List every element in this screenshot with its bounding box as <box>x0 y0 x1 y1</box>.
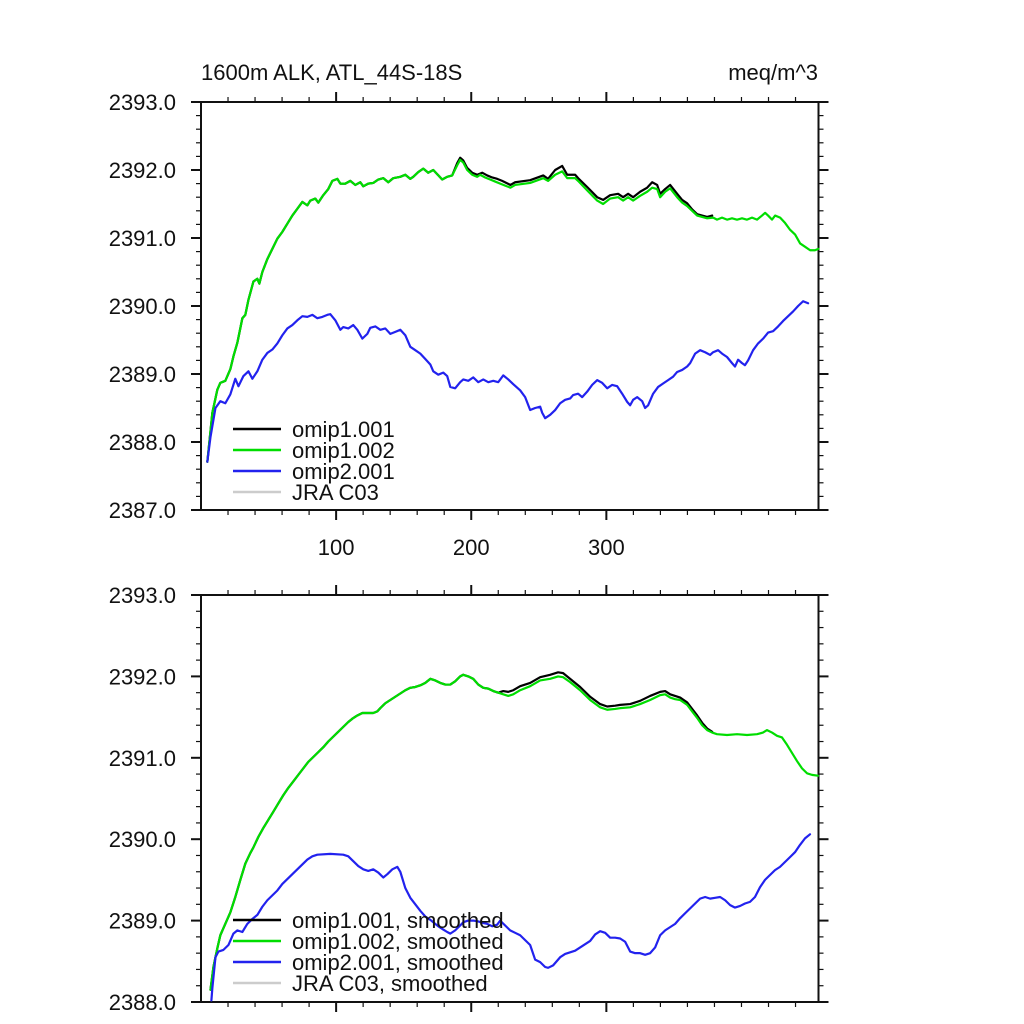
y-tick-label: 2392.0 <box>109 158 176 183</box>
y-tick-labels: 2388.0 2389.0 2390.0 2391.0 2392.0 2393.0 <box>109 583 176 1015</box>
plot-frame <box>200 594 820 1003</box>
legend-label: omip1.002, smoothed <box>292 929 504 954</box>
panel-smoothed: 2388.02389.02390.02391.02392.02393.01002… <box>109 583 829 1015</box>
panel-raw: 2387.0 2388.0 2389.0 2390.0 2391.0 2392.0 2393… <box>109 90 829 560</box>
y-tick-label: 2390.0 <box>109 827 176 852</box>
legend-label: JRA C03, smoothed <box>292 971 488 996</box>
curves <box>206 156 820 463</box>
y-tick-label: 2393.0 <box>109 90 176 115</box>
curve-omip1.002-smoothed <box>209 673 820 991</box>
chart-title: 1600m ALK, ATL_44S-18S <box>201 60 463 85</box>
y-tick-label: 2388.0 <box>109 430 176 455</box>
y-tick-label: 2391.0 <box>109 746 176 771</box>
unit-label: meq/m^3 <box>728 60 818 85</box>
curve-omip1.002 <box>206 158 820 463</box>
legend-label: omip1.001 <box>292 417 395 442</box>
legend-label: omip2.001 <box>292 459 395 484</box>
y-tick-label: 2387.0 <box>109 498 176 523</box>
ticks <box>191 92 829 520</box>
curve-omip2.001 <box>206 300 810 463</box>
x-tick-labels: 100 200 300 <box>318 535 625 560</box>
curve-omip1.001 <box>206 156 714 463</box>
ticks <box>191 585 829 1012</box>
legend-label: JRA C03 <box>292 480 379 505</box>
legend-label: omip1.002 <box>292 438 395 463</box>
legend-label: omip1.001, smoothed <box>292 908 504 933</box>
y-tick-label: 2388.0 <box>109 990 176 1015</box>
y-tick-label: 2391.0 <box>109 226 176 251</box>
y-tick-label: 2393.0 <box>109 583 176 608</box>
y-tick-label: 2392.0 <box>109 664 176 689</box>
legend-label: omip2.001, smoothed <box>292 950 504 975</box>
x-tick-label: 300 <box>588 535 625 560</box>
curves <box>209 671 820 1002</box>
curve-omip2.001-smoothed <box>210 833 812 1002</box>
y-tick-label: 2390.0 <box>109 294 176 319</box>
y-tick-label: 2389.0 <box>109 362 176 387</box>
y-tick-labels: 2387.0 2388.0 2389.0 2390.0 2391.0 2392.0 2393… <box>109 90 176 523</box>
x-tick-label: 100 <box>318 535 355 560</box>
x-tick-label: 200 <box>453 535 490 560</box>
y-tick-label: 2389.0 <box>109 909 176 934</box>
